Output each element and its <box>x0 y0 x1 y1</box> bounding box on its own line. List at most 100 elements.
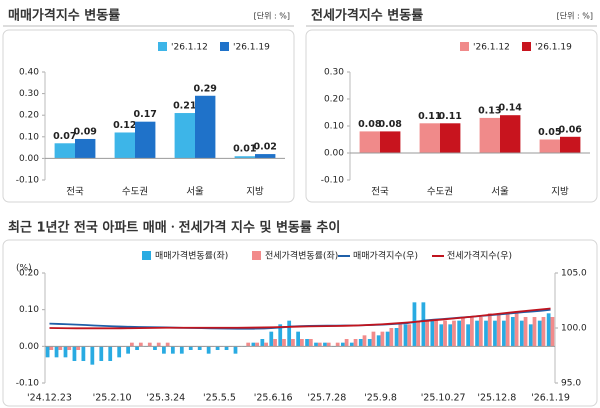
bar <box>421 302 426 347</box>
y-tick-label: 0.00 <box>19 342 39 352</box>
legend-label: '26.1.19 <box>233 43 270 53</box>
legend-label: 전세가격지수(우) <box>447 250 512 262</box>
bar <box>514 313 519 347</box>
data-label: 0.06 <box>558 124 582 135</box>
x-tick-label: '25.6.16 <box>254 393 293 404</box>
chart-title: 전세가격지수 변동률 <box>311 8 423 24</box>
y-axis-label: (%) <box>16 264 32 274</box>
x-tick-label: 지방 <box>246 187 264 198</box>
y2-tick-label: 100.0 <box>561 324 587 334</box>
y-tick-label: 0.00 <box>19 154 39 164</box>
bar <box>108 346 113 361</box>
bar <box>376 335 381 347</box>
bar <box>475 320 479 347</box>
x-tick-label: '25.5.5 <box>203 393 236 404</box>
bar <box>287 320 292 347</box>
bar <box>528 324 533 347</box>
y-tick-label: -0.10 <box>16 176 40 186</box>
bar <box>54 143 75 159</box>
bar <box>233 346 238 354</box>
bar <box>90 346 95 365</box>
chart-title: 매매가격지수 변동률 <box>8 9 120 24</box>
bar <box>416 320 421 347</box>
bar <box>502 320 506 347</box>
bar <box>179 346 184 354</box>
x-tick-label: '25.2.10 <box>93 393 132 404</box>
bar <box>359 131 380 153</box>
data-label: 0.11 <box>418 111 441 122</box>
y2-tick-label: 105.0 <box>561 269 587 279</box>
bar <box>344 339 349 347</box>
legend-swatch <box>158 42 167 51</box>
y-tick-label: 0.40 <box>19 68 39 78</box>
bar <box>224 346 229 350</box>
bar <box>371 331 376 347</box>
bar <box>434 320 438 347</box>
x-tick-label: '25.9.8 <box>364 393 397 404</box>
bar <box>367 339 372 347</box>
bar <box>251 342 256 347</box>
data-label: 0.02 <box>253 142 276 153</box>
y2-tick-label: 95.0 <box>561 379 581 389</box>
legend-label: 전세가격변동률(좌) <box>265 250 338 262</box>
bar <box>300 339 304 347</box>
bar <box>385 331 390 347</box>
bar <box>206 346 211 354</box>
unit-label: [단위 : %] <box>254 11 290 21</box>
bar <box>58 346 63 350</box>
bar <box>260 339 265 347</box>
y-tick-label: 0.10 <box>324 122 344 132</box>
x-tick-label: 수도권 <box>427 186 453 198</box>
bar <box>282 339 286 347</box>
legend-swatch <box>460 42 469 51</box>
bar <box>45 346 50 358</box>
x-tick-label: 전국 <box>66 187 84 198</box>
bar <box>234 156 255 159</box>
bar <box>165 342 170 347</box>
x-tick-label: 서울 <box>491 187 509 198</box>
bar <box>452 320 456 347</box>
data-label: 0.08 <box>378 119 402 130</box>
legend-label: '26.1.12 <box>473 43 510 53</box>
bar <box>407 324 412 347</box>
x-tick-label: 전국 <box>371 187 389 198</box>
x-tick-label: 수도권 <box>122 186 148 198</box>
data-label: 0.07 <box>53 131 76 142</box>
bar <box>296 331 300 347</box>
data-label: 0.11 <box>438 111 461 122</box>
x-tick-label: 서울 <box>186 187 204 198</box>
bar <box>353 339 358 347</box>
x-tick-label: '25.3.24 <box>146 393 185 404</box>
bar <box>49 346 54 350</box>
bar <box>147 342 152 347</box>
y-tick-label: 0.20 <box>324 95 344 105</box>
data-label: 0.29 <box>193 83 216 94</box>
panel <box>2 239 598 407</box>
bar <box>439 324 444 347</box>
bar <box>278 324 283 347</box>
bar <box>126 346 130 354</box>
legend-swatch <box>252 251 261 260</box>
bar <box>174 113 195 159</box>
y-tick-label: 0.00 <box>324 149 344 159</box>
bar <box>358 339 363 347</box>
bar <box>537 320 542 347</box>
y-tick-label: 0.20 <box>19 111 39 121</box>
bar <box>419 123 440 153</box>
bar <box>487 313 492 347</box>
bar <box>305 339 309 347</box>
bar <box>138 342 143 347</box>
bar <box>496 313 501 347</box>
bar <box>484 320 488 347</box>
bar <box>430 320 435 347</box>
y-tick-label: 0.30 <box>324 68 344 78</box>
bar <box>541 317 546 347</box>
bar <box>510 317 515 347</box>
data-label: 0.21 <box>173 101 196 112</box>
y-tick-label: 0.20 <box>19 269 39 279</box>
bar <box>273 339 277 347</box>
bar <box>269 331 274 347</box>
bar <box>389 328 394 347</box>
bar <box>264 342 268 347</box>
